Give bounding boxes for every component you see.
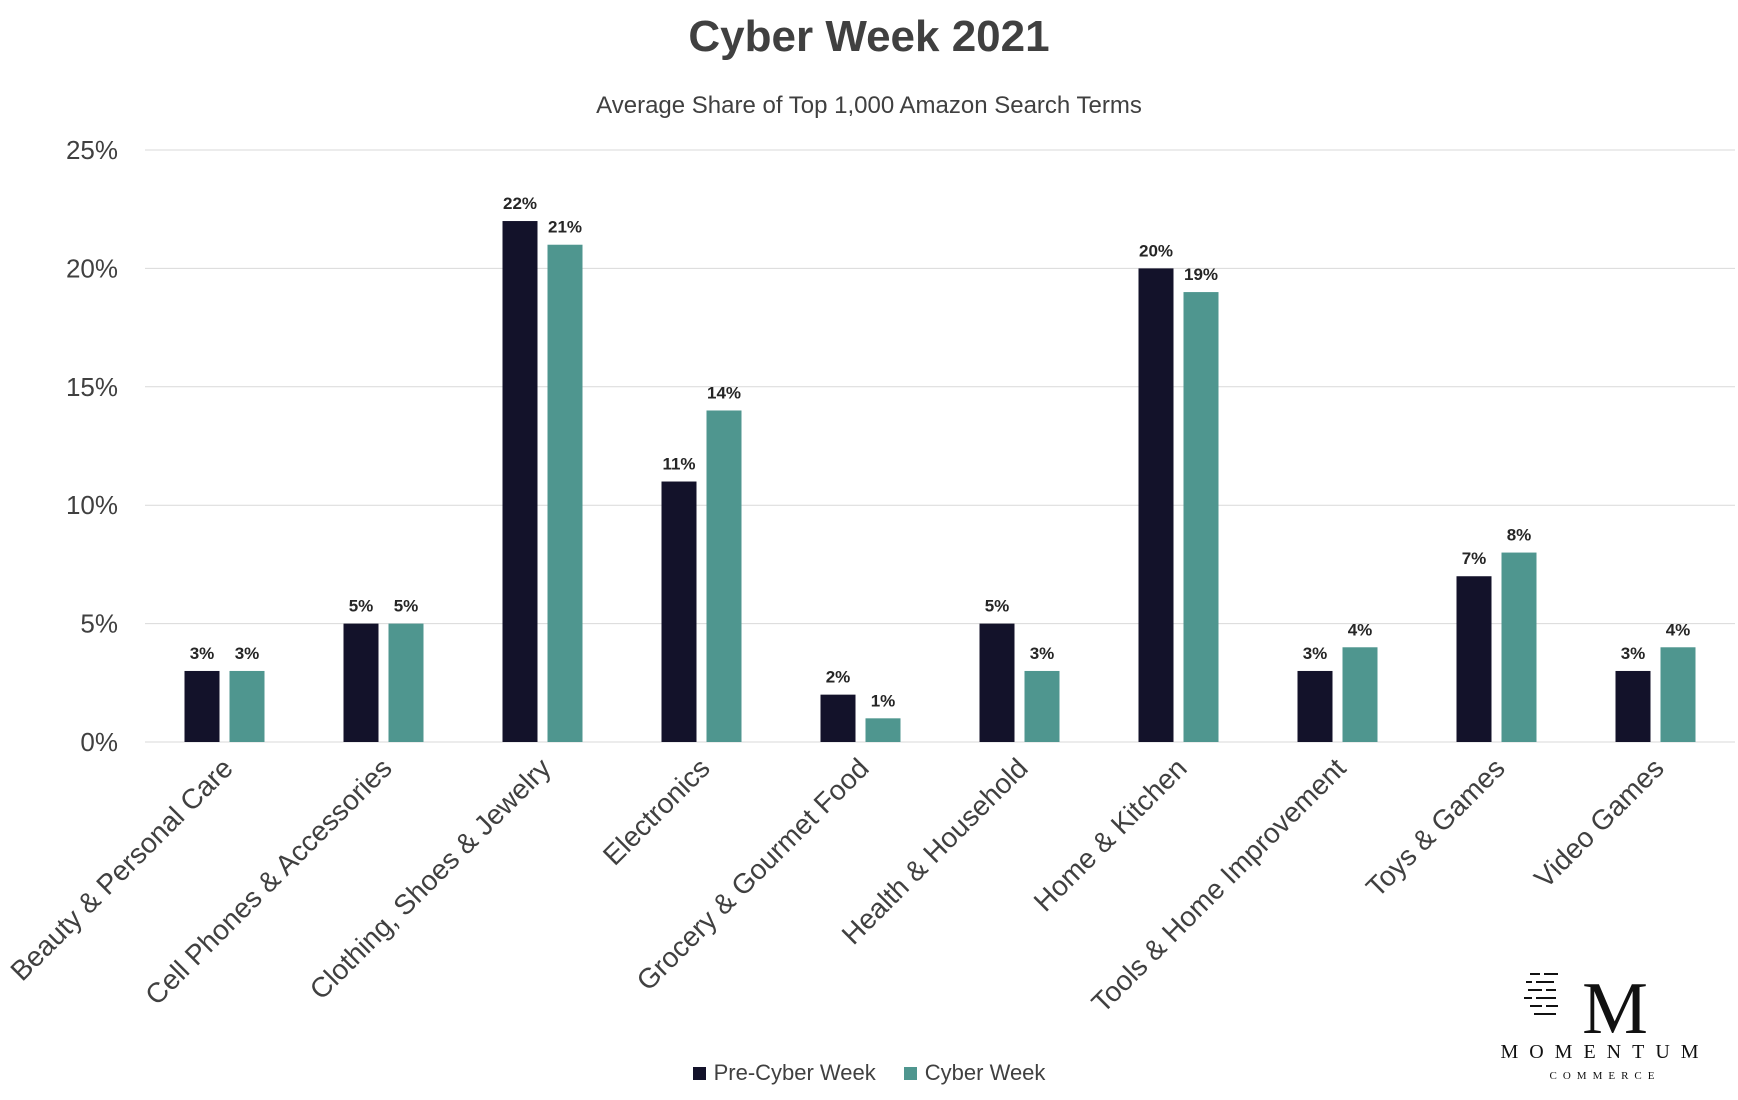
- y-tick-label: 20%: [66, 253, 118, 283]
- svg-text:M: M: [1582, 968, 1648, 1035]
- y-axis: 0% 5% 10% 15% 20% 25%: [66, 135, 118, 757]
- x-tick-label: Toys & Games: [1360, 752, 1511, 903]
- bar-pre-cyber-week: [1138, 268, 1174, 742]
- data-label: 2%: [826, 668, 851, 687]
- data-label: 3%: [1303, 644, 1328, 663]
- y-tick-label: 25%: [66, 135, 118, 165]
- data-label: 4%: [1348, 620, 1373, 639]
- bar-cyber-week: [706, 410, 742, 742]
- bar-pre-cyber-week: [820, 694, 856, 742]
- logo-mark-icon: M: [1524, 968, 1648, 1050]
- legend-label: Pre-Cyber Week: [713, 1060, 876, 1085]
- legend-label: Cyber Week: [924, 1060, 1046, 1085]
- y-tick-label: 15%: [66, 372, 118, 402]
- x-tick-label: Video Games: [1528, 752, 1670, 894]
- data-label: 19%: [1184, 265, 1218, 284]
- grid-layer: [145, 149, 1735, 743]
- bar-cyber-week: [229, 670, 265, 742]
- data-label: 21%: [548, 218, 582, 237]
- bar-cyber-week: [1342, 647, 1378, 742]
- bar-pre-cyber-week: [1456, 576, 1492, 742]
- bar-pre-cyber-week: [343, 623, 379, 742]
- chart-subtitle: Average Share of Top 1,000 Amazon Search…: [596, 92, 1142, 119]
- bar-cyber-week: [1183, 292, 1219, 742]
- data-label: 5%: [349, 597, 374, 616]
- legend: Pre-Cyber Week Cyber Week: [0, 1060, 1738, 1086]
- bar-pre-cyber-week: [1297, 670, 1333, 742]
- data-label: 5%: [985, 597, 1010, 616]
- legend-swatch-cyber-week: [903, 1066, 917, 1080]
- logo-subtitle: COMMERCE: [1549, 1070, 1661, 1082]
- data-label: 5%: [394, 597, 419, 616]
- y-tick-label: 5%: [80, 609, 118, 639]
- legend-item-pre-cyber-week: Pre-Cyber Week: [692, 1060, 876, 1086]
- bar-cyber-week: [1660, 647, 1696, 742]
- bar-pre-cyber-week: [1615, 670, 1651, 742]
- x-tick-label: Tools & Home Improvement: [1086, 752, 1352, 1018]
- data-label: 1%: [871, 691, 896, 710]
- legend-swatch-pre-cyber-week: [692, 1066, 706, 1080]
- legend-item-cyber-week: Cyber Week: [903, 1060, 1046, 1086]
- data-label: 22%: [503, 194, 537, 213]
- data-label: 3%: [1030, 644, 1055, 663]
- logo-wordmark: MOMENTUM: [1500, 1041, 1710, 1063]
- data-labels: 3% 3% 5% 5% 22% 21% 11% 14% 2% 1% 5% 3% 20% 19% 3% 4% 7%…: [190, 194, 1691, 710]
- data-label: 7%: [1462, 549, 1487, 568]
- data-label: 4%: [1666, 620, 1691, 639]
- x-tick-label: Electronics: [597, 752, 716, 871]
- bar-pre-cyber-week: [184, 670, 220, 742]
- data-label: 3%: [235, 644, 260, 663]
- y-tick-label: 10%: [66, 490, 118, 520]
- bar-cyber-week: [1501, 552, 1537, 742]
- bar-pre-cyber-week: [979, 623, 1015, 742]
- bar-cyber-week: [388, 623, 424, 742]
- data-label: 3%: [1621, 644, 1646, 663]
- bars: [184, 221, 1696, 743]
- data-label: 8%: [1507, 526, 1532, 545]
- momentum-commerce-logo: M MOMENTUM COMMERCE: [1480, 955, 1730, 1090]
- bar-pre-cyber-week: [661, 481, 697, 742]
- bar-cyber-week: [547, 244, 583, 742]
- data-label: 14%: [707, 383, 741, 402]
- bar-pre-cyber-week: [502, 221, 538, 743]
- data-label: 3%: [190, 644, 215, 663]
- y-tick-label: 0%: [80, 727, 118, 757]
- data-label: 11%: [662, 455, 695, 474]
- bar-cyber-week: [865, 718, 901, 742]
- x-tick-label: Home & Kitchen: [1028, 752, 1193, 917]
- chart-title: Cyber Week 2021: [688, 12, 1050, 61]
- data-label: 20%: [1139, 241, 1173, 260]
- bar-cyber-week: [1024, 670, 1060, 742]
